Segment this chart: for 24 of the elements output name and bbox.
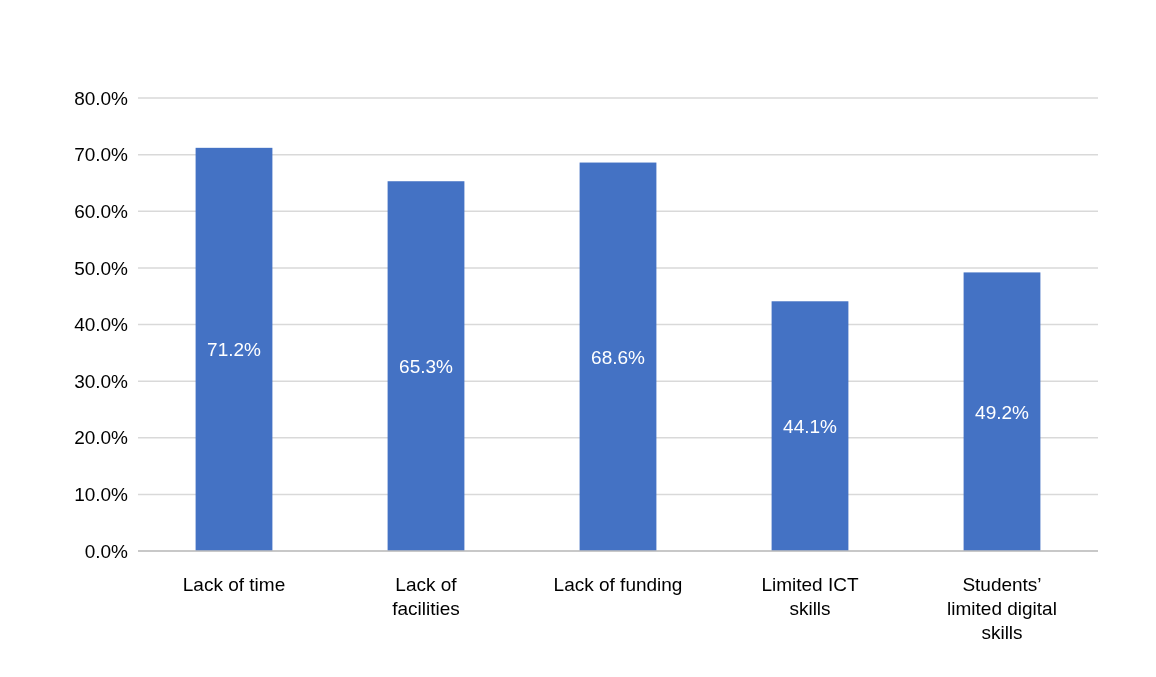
bar [771, 301, 849, 551]
y-tick-label: 60.0% [74, 200, 129, 222]
y-tick-label: 70.0% [74, 144, 129, 166]
x-tick-label: Lack of funding [553, 574, 683, 595]
bar [387, 181, 465, 551]
data-label: 44.1% [783, 416, 838, 438]
y-tick-label: 20.0% [74, 427, 129, 449]
y-tick-label: 30.0% [74, 370, 129, 392]
x-tick-label: Limited ICT skills [761, 574, 859, 619]
y-tick-label: 50.0% [74, 257, 129, 279]
x-tick-label: Lack of facilities [392, 574, 460, 619]
bar [195, 147, 273, 551]
x-tick-label: Lack of time [182, 574, 286, 595]
bar [579, 162, 657, 551]
bar [963, 272, 1041, 551]
data-label: 65.3% [399, 356, 454, 378]
y-tick-label: 0.0% [84, 540, 129, 562]
data-label: 68.6% [591, 346, 646, 368]
y-tick-label: 40.0% [74, 314, 129, 336]
data-label: 49.2% [975, 401, 1030, 423]
y-tick-label: 80.0% [74, 87, 129, 109]
y-tick-label: 10.0% [74, 484, 129, 506]
data-label: 71.2% [207, 339, 262, 361]
x-tick-label: Students’ limited digital skills [947, 574, 1057, 643]
